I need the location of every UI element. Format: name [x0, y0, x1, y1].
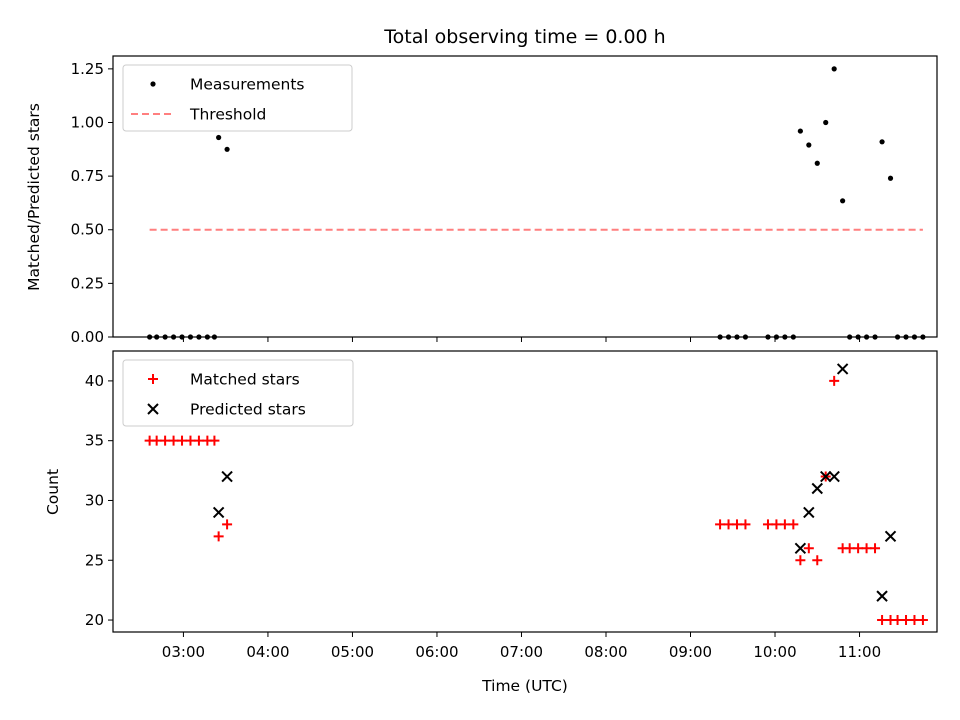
- matched-star-point: [909, 615, 920, 626]
- x-tick-label: 05:00: [331, 643, 374, 661]
- x-tick-label: 07:00: [500, 643, 543, 661]
- top-plot-frame: [112, 55, 938, 338]
- matched-star-point: [193, 435, 204, 446]
- matched-star-point: [762, 519, 773, 530]
- bottom-x-axis-label: Time (UTC): [481, 677, 568, 695]
- matched-star-point: [168, 435, 179, 446]
- predicted-star-point: [811, 482, 823, 495]
- matched-star-point: [861, 543, 872, 554]
- matched-star-point: [901, 615, 912, 626]
- matched-star-point: [731, 519, 742, 530]
- bottom-y-tick-label: 35: [85, 432, 104, 450]
- top-chart-title: Total observing time = 0.00 h: [383, 26, 665, 48]
- matched-star-point: [892, 615, 903, 626]
- bottom-legend: Matched stars Predicted stars: [122, 359, 354, 427]
- measurement-point: [224, 146, 230, 152]
- measurement-point: [814, 160, 820, 166]
- measurement-point: [840, 198, 846, 204]
- legend-label: Threshold: [189, 106, 266, 124]
- x-tick-label: 11:00: [838, 643, 881, 661]
- top-y-tick-label: 0.25: [71, 274, 104, 292]
- predicted-star-point: [212, 506, 225, 519]
- measurement-point: [879, 139, 885, 145]
- matched-star-point: [812, 555, 823, 566]
- matched-star-point: [877, 615, 888, 626]
- matched-star-point: [740, 519, 751, 530]
- measurement-point: [823, 119, 829, 126]
- matched-star-point: [788, 519, 799, 530]
- x-tick-label: 08:00: [584, 643, 627, 661]
- predicted-star-point: [794, 542, 807, 555]
- predicted-star-point: [884, 530, 897, 543]
- predicted-star-point: [876, 590, 888, 602]
- top-y-tick-label: 1.00: [71, 113, 104, 131]
- matched-star-point: [803, 543, 814, 554]
- x-tick-label: 10:00: [753, 643, 796, 661]
- legend-label: Predicted stars: [190, 401, 306, 419]
- top-legend-box: [122, 64, 353, 132]
- matched-star-point: [715, 519, 726, 530]
- predicted-star-point: [820, 470, 832, 483]
- bottom-plot-frame: [112, 350, 938, 633]
- matched-star-point: [213, 531, 224, 542]
- bottom-series-1: [212, 363, 897, 602]
- bottom-y-tick-label: 20: [85, 611, 104, 629]
- x-tick-label: 09:00: [669, 643, 712, 661]
- matched-star-point: [844, 543, 855, 554]
- x-tick-label: 06:00: [415, 643, 458, 661]
- measurement-point: [797, 128, 803, 134]
- matched-star-point: [185, 435, 196, 446]
- bottom-series-0: [144, 375, 928, 626]
- predicted-star-point: [828, 470, 840, 483]
- top-y-tick-label: 0.75: [71, 167, 104, 185]
- x-tick-label: 04:00: [246, 643, 289, 661]
- legend-label: Matched stars: [190, 371, 300, 389]
- bottom-y-tick-label: 25: [85, 551, 104, 569]
- matched-star-point: [222, 519, 233, 530]
- legend-measurements-marker: [150, 81, 156, 87]
- matched-star-point: [723, 519, 734, 530]
- matched-star-point: [779, 519, 790, 530]
- matched-star-point: [151, 435, 162, 446]
- matched-star-point: [795, 555, 806, 566]
- legend-label: Measurements: [190, 76, 305, 94]
- top-legend: Measurements Threshold: [122, 64, 353, 132]
- top-y-tick-label: 1.25: [71, 60, 104, 78]
- bottom-panel: 20 25 30 35 40 03:00 04:00 05:00 06:00 07:00 08:00…: [85, 350, 938, 661]
- predicted-star-point: [836, 363, 849, 375]
- measurement-point: [887, 175, 894, 181]
- matched-star-point: [917, 615, 928, 626]
- measurement-point: [806, 142, 812, 148]
- matched-star-point: [829, 375, 840, 386]
- measurement-point: [831, 66, 837, 72]
- matched-star-point: [177, 435, 188, 446]
- matched-star-point: [160, 435, 171, 446]
- top-panel: 0.00 0.25 0.50 0.75 1.00 1.25 Measurements Thre…: [71, 55, 938, 346]
- bottom-y-tick-label: 30: [85, 491, 104, 509]
- matched-star-point: [853, 543, 864, 554]
- predicted-star-point: [221, 470, 233, 483]
- bottom-y-axis-label: Count: [44, 469, 62, 515]
- predicted-star-point: [803, 506, 815, 519]
- matched-star-point: [209, 435, 220, 446]
- bottom-y-tick-label: 40: [85, 372, 104, 390]
- top-y-axis-label: Matched/Predicted stars: [25, 103, 43, 291]
- matched-star-point: [771, 519, 782, 530]
- legend-matched-marker: [148, 374, 158, 384]
- matched-star-point: [870, 543, 881, 554]
- x-tick-label: 03:00: [162, 643, 205, 661]
- legend-predicted-marker: [147, 403, 159, 415]
- bottom-legend-box: [122, 359, 354, 427]
- measurement-point: [216, 134, 222, 141]
- chart-marks: 0.00 0.25 0.50 0.75 1.00 1.25 Measurements Thre…: [71, 55, 938, 661]
- top-y-tick-label: 0.00: [71, 328, 104, 346]
- top-y-tick-label: 0.50: [71, 221, 104, 239]
